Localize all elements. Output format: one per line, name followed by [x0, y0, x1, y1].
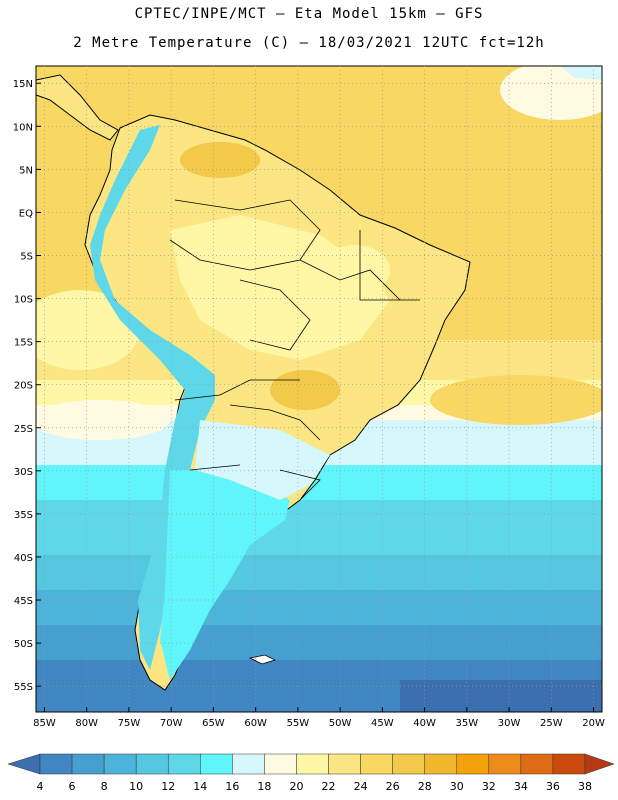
colorbar-right-arrow [584, 753, 615, 775]
colorbar-box [456, 753, 490, 775]
lat-label: 10N [13, 122, 33, 133]
colorbar-label: 24 [354, 780, 368, 793]
colorbar-label: 28 [418, 780, 432, 793]
lat-label: 5S [20, 251, 33, 262]
lon-label: 70W [160, 718, 183, 729]
lon-label: 25W [540, 718, 563, 729]
lon-label: 65W [202, 718, 225, 729]
colorbar-box [552, 753, 586, 775]
colorbar-box [232, 753, 265, 775]
chart-title: CPTEC/INPE/MCT – Eta Model 15km – GFS [134, 6, 484, 22]
lon-label: 45W [371, 718, 394, 729]
lon-label: 85W [33, 718, 56, 729]
lat-label: 35S [14, 510, 33, 521]
colorbar-box [392, 753, 425, 775]
lon-label: 80W [75, 718, 98, 729]
map-field [36, 66, 602, 712]
colorbar-label: 16 [225, 780, 239, 793]
colorbar-box [360, 753, 393, 775]
lon-label: 20W [582, 718, 605, 729]
colorbar-label: 4 [37, 780, 44, 793]
lat-label: 20S [14, 381, 33, 392]
graticule [36, 66, 602, 712]
lon-label: 60W [244, 718, 267, 729]
colorbar-label: 34 [514, 780, 528, 793]
lat-label: 10S [14, 295, 33, 306]
colorbar-box [488, 753, 522, 775]
colorbar-label: 18 [257, 780, 271, 793]
colorbar-box [135, 753, 169, 775]
lat-label: 30S [14, 467, 33, 478]
latitude-labels: 15N 10N 5N EQ 5S 10S 15S 20S 25S 30S 35S 40S 45S 50S 5… [13, 79, 33, 693]
lat-label: 50S [14, 639, 33, 650]
colorbar-label: 14 [193, 780, 207, 793]
lat-label: 5N [19, 165, 33, 176]
lon-label: 30W [498, 718, 521, 729]
colorbar-box [296, 753, 329, 775]
colorbar-box [424, 753, 458, 775]
lon-label: 50W [329, 718, 352, 729]
colorbar-box [167, 753, 201, 775]
colorbar-label: 20 [289, 780, 303, 793]
lon-label: 55W [287, 718, 310, 729]
lon-label: 35W [456, 718, 479, 729]
colorbar-labels: 4 6 8 10 12 14 16 18 20 22 24 26 28 30 32 34 36 38 [37, 780, 593, 793]
lat-label: 15S [14, 338, 33, 349]
lat-label: 25S [14, 424, 33, 435]
colorbar-label: 30 [450, 780, 464, 793]
colorbar-label: 12 [161, 780, 175, 793]
colorbar-label: 26 [386, 780, 400, 793]
lat-label: EQ [19, 208, 33, 219]
lon-label: 40W [413, 718, 436, 729]
colorbar-label: 6 [69, 780, 76, 793]
colorbar-label: 8 [101, 780, 108, 793]
colorbar-left-arrow [7, 753, 41, 775]
lat-label: 45S [14, 596, 33, 607]
colorbar-box [328, 753, 361, 775]
colorbar-label: 32 [482, 780, 496, 793]
colorbar-label: 36 [546, 780, 560, 793]
chart-subtitle: 2 Metre Temperature (C) – 18/03/2021 12U… [73, 35, 545, 51]
lat-label: 55S [14, 682, 33, 693]
colorbar-boxes [7, 753, 615, 775]
colorbar-label: 38 [578, 780, 592, 793]
colorbar-box [39, 753, 73, 775]
lat-label: 40S [14, 553, 33, 564]
lat-label: 15N [13, 79, 33, 90]
longitude-labels: 85W 80W 75W 70W 65W 60W 55W 50W 45W 40W 35W 30W 25W 2… [33, 718, 605, 729]
colorbar-box [103, 753, 137, 775]
lon-label: 75W [118, 718, 141, 729]
colorbar-label: 10 [129, 780, 143, 793]
colorbar-box [200, 753, 233, 775]
colorbar-box [264, 753, 297, 775]
colorbar-box [71, 753, 105, 775]
colorbar-box [520, 753, 554, 775]
colorbar-label: 22 [322, 780, 336, 793]
